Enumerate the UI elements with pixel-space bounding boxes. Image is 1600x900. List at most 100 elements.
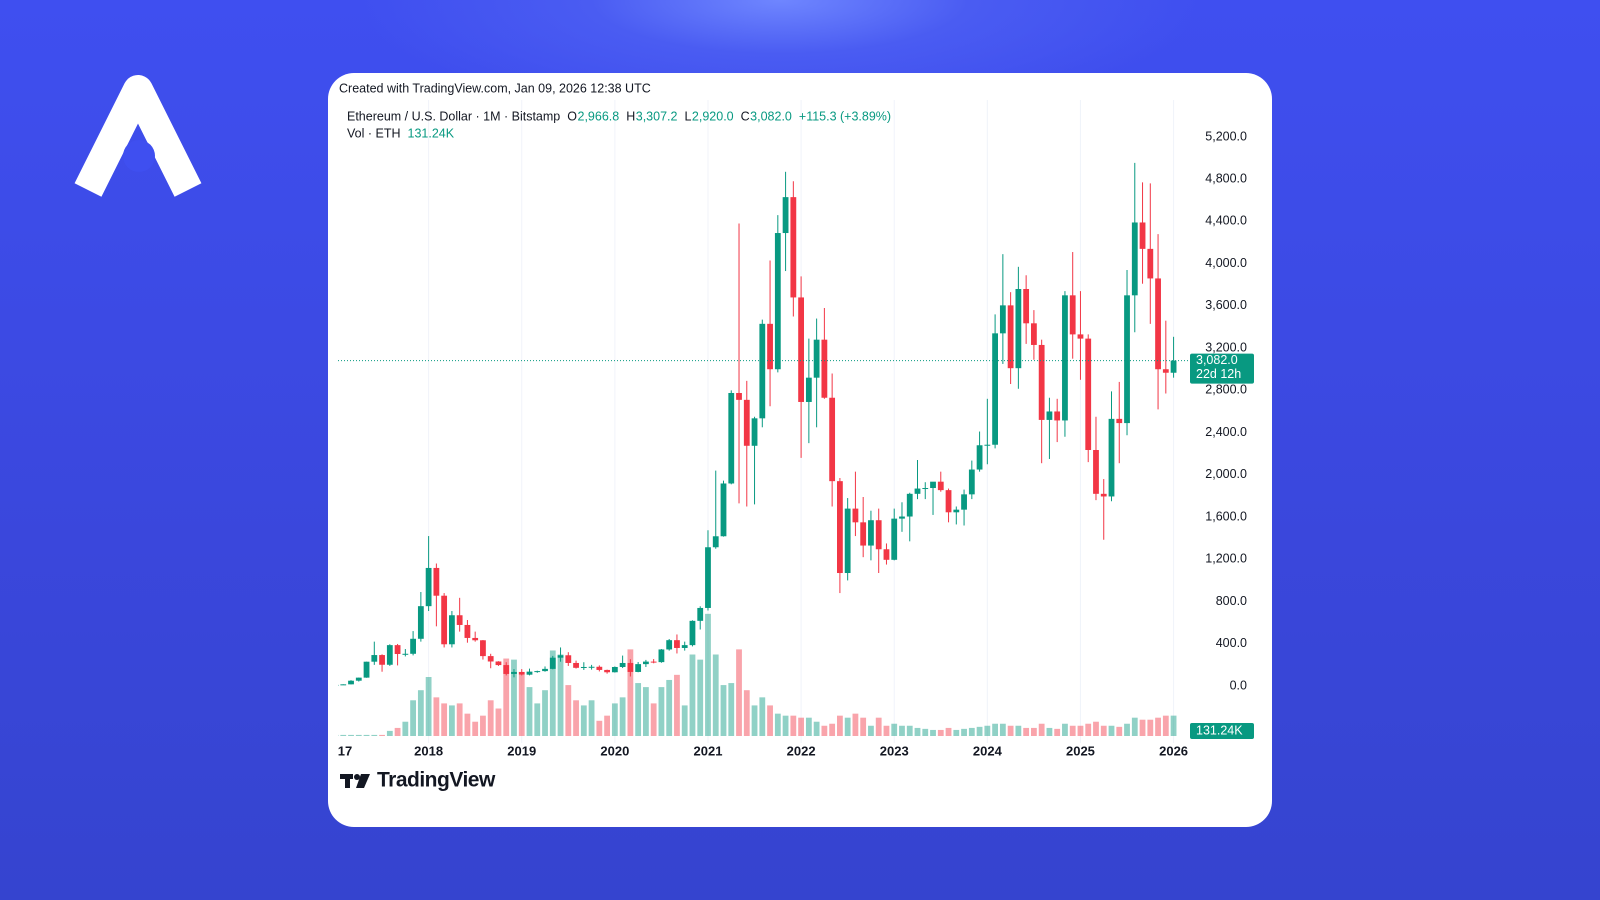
volume-bar [627, 649, 634, 736]
volume-bar [767, 705, 773, 736]
volume-bar [759, 697, 766, 736]
volume-bar [402, 721, 409, 736]
candle-body [666, 640, 673, 650]
candle-body [338, 684, 339, 686]
candle-body [511, 671, 517, 674]
y-tick-label: 800.0 [1216, 594, 1247, 608]
volume-bar [837, 715, 843, 736]
candle-body [1031, 323, 1037, 345]
volume-bar [798, 717, 804, 736]
legend-text: Vol · ETH [347, 126, 401, 140]
candle-body [999, 305, 1006, 334]
volume-bar [953, 729, 960, 736]
candle-body [937, 481, 944, 491]
candle-body [495, 661, 502, 666]
volume-bar [464, 713, 471, 736]
candle-body [782, 197, 789, 234]
y-tick-label: 1,600.0 [1205, 509, 1247, 523]
candle-body [1116, 418, 1123, 424]
tv-logo-dot [354, 774, 360, 780]
volume-bar [1116, 726, 1123, 736]
volume-bar [542, 690, 548, 736]
volume-bar [1054, 728, 1061, 736]
legend-text: 2,920.0 [692, 109, 734, 123]
candle-body [464, 624, 471, 638]
volume-bar [1038, 723, 1045, 736]
candle-body [712, 536, 719, 548]
candle-body [1046, 411, 1053, 420]
tv-logo-stem [345, 774, 350, 788]
y-tick-label: 4,800.0 [1205, 171, 1247, 185]
x-tick-label: 2020 [600, 743, 629, 758]
candle-body [542, 668, 548, 672]
candle-body [720, 483, 727, 537]
x-tick-label: 17 [338, 743, 352, 758]
candle-body [1069, 295, 1076, 335]
chart: Created with TradingView.com, Jan 09, 20… [338, 81, 1254, 792]
brand-logo-hole [123, 140, 155, 172]
candle-body [1147, 248, 1154, 279]
candle-body [751, 418, 758, 446]
candle-body [689, 620, 696, 646]
volume-bar [1155, 717, 1161, 736]
volume-bar [813, 721, 820, 736]
volume-tag [1190, 723, 1254, 739]
volume-bar [650, 703, 657, 736]
volume-bar [472, 721, 479, 736]
legend-text: 2,966.8 [578, 109, 620, 123]
volume-tag-label: 131.24K [1196, 723, 1243, 737]
volume-bar [774, 713, 781, 736]
candle-body [456, 615, 463, 625]
volume-bar [417, 690, 424, 736]
volume-bar [1124, 723, 1130, 736]
candle-body [1162, 369, 1169, 373]
volume-bar [922, 728, 929, 736]
volume-bar [705, 613, 711, 736]
countdown-label: 22d 12h [1196, 367, 1241, 381]
candle-body [899, 516, 905, 519]
candle-body [1038, 344, 1045, 420]
volume-bar [1023, 727, 1030, 736]
candle-body [441, 595, 448, 645]
candle-body [611, 666, 618, 673]
volume-bar [720, 685, 727, 736]
tv-logo: TradingView [340, 769, 496, 792]
candle-body [1100, 493, 1107, 497]
volume-bar [487, 700, 494, 736]
x-tick-label: 2018 [414, 743, 443, 758]
legend-text: Ethereum / U.S. Dollar · 1M · Bitstamp [347, 109, 560, 123]
candle-body [774, 233, 781, 370]
candle-body [417, 606, 424, 639]
candle-body [503, 665, 510, 674]
candle-body [534, 671, 541, 673]
volume-bar [611, 703, 618, 736]
volume-bar [1093, 721, 1099, 736]
volume-bar [588, 700, 595, 736]
candle-body [1054, 411, 1061, 421]
volume-bar [891, 723, 898, 736]
volume-bar [1170, 715, 1177, 736]
candle-body [1131, 222, 1138, 296]
volume-bar [992, 723, 998, 736]
volume-bar [844, 717, 851, 736]
legend-text: O [567, 109, 577, 123]
volume-bar [1077, 725, 1084, 736]
volume-bar [712, 654, 719, 736]
candle-body [930, 481, 936, 489]
y-tick-label: 1,200.0 [1205, 552, 1247, 566]
candle-body [565, 655, 572, 663]
y-tick-label: 0.0 [1230, 678, 1247, 692]
x-tick-label: 2024 [973, 743, 1003, 758]
volume-bar [338, 734, 339, 736]
candle-body [604, 669, 610, 673]
volume-bar [1131, 717, 1138, 736]
volume-bar [961, 728, 967, 736]
candle-body [1108, 418, 1115, 497]
volume-bar [635, 683, 642, 736]
candle-body [767, 323, 773, 370]
volume-bar [1139, 719, 1146, 736]
candle-body [518, 671, 525, 675]
candle-body [743, 399, 750, 446]
volume-bar [852, 713, 859, 736]
candle-body [1139, 222, 1146, 249]
